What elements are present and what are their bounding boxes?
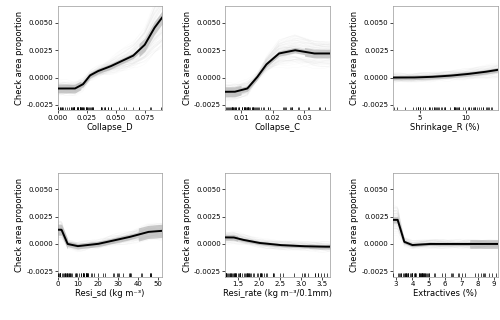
X-axis label: Resi_sd (kg m⁻³): Resi_sd (kg m⁻³) bbox=[75, 289, 144, 298]
X-axis label: Shrinkage_R (%): Shrinkage_R (%) bbox=[410, 123, 480, 132]
X-axis label: Resi_rate (kg m⁻³/0.1mm): Resi_rate (kg m⁻³/0.1mm) bbox=[223, 289, 332, 298]
Y-axis label: Check area proportion: Check area proportion bbox=[350, 178, 360, 272]
Y-axis label: Check area proportion: Check area proportion bbox=[183, 178, 192, 272]
X-axis label: Extractives (%): Extractives (%) bbox=[413, 289, 477, 298]
Y-axis label: Check area proportion: Check area proportion bbox=[350, 11, 360, 106]
Y-axis label: Check area proportion: Check area proportion bbox=[183, 11, 192, 106]
X-axis label: Collapse_C: Collapse_C bbox=[254, 123, 300, 132]
Y-axis label: Check area proportion: Check area proportion bbox=[15, 178, 24, 272]
X-axis label: Collapse_D: Collapse_D bbox=[86, 123, 133, 132]
Y-axis label: Check area proportion: Check area proportion bbox=[15, 11, 24, 106]
